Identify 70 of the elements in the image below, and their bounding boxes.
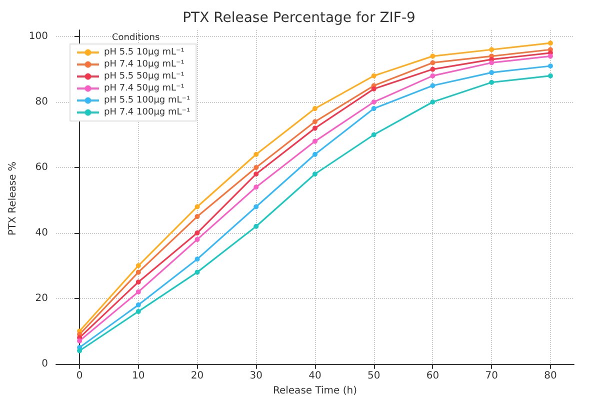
point (430, 83, 436, 88)
x-tick-label: 60 (426, 370, 440, 382)
point (136, 263, 141, 268)
point (194, 256, 200, 262)
x-tick-label: 20 (190, 370, 204, 382)
y-tick-label: 40 (35, 227, 48, 238)
point (254, 204, 259, 210)
point (489, 70, 494, 76)
legend-label: pH 5.5 50μg mL⁻¹ (104, 72, 185, 82)
point (489, 47, 494, 52)
point (254, 184, 259, 190)
legend-label: pH 7.4 50μg mL⁻¹ (104, 84, 185, 94)
point (194, 204, 200, 210)
x-tick-label: 70 (485, 370, 498, 382)
point (430, 66, 436, 72)
point (430, 60, 436, 66)
point (194, 270, 200, 275)
legend-label: pH 5.5 10μg mL⁻¹ (104, 48, 185, 58)
point (548, 64, 553, 68)
point (194, 236, 200, 242)
point (312, 126, 318, 131)
point (254, 172, 259, 176)
point (136, 289, 141, 294)
point (489, 80, 494, 85)
point (77, 338, 82, 344)
point (430, 73, 436, 78)
x-tick-label: 50 (367, 370, 380, 382)
point (312, 138, 318, 144)
x-tick-label: 80 (544, 370, 557, 382)
point (548, 73, 553, 78)
point (194, 214, 200, 220)
x-tick-label: 40 (308, 370, 322, 382)
point (371, 73, 376, 78)
legend-title: Conditions (112, 33, 160, 43)
y-tick-label: 0 (42, 358, 48, 370)
point (312, 172, 318, 176)
point (136, 280, 141, 285)
point (371, 100, 376, 104)
x-tick-label: 30 (250, 370, 262, 382)
y-tick-label: 100 (28, 31, 48, 42)
point (136, 302, 141, 308)
point (77, 348, 82, 354)
point (254, 152, 259, 157)
x-tick-label: 10 (132, 370, 145, 382)
legend-label: pH 5.5 100μg mL⁻¹ (104, 96, 191, 106)
y-axis-title: PTX Release % (8, 162, 18, 236)
point (548, 40, 553, 46)
y-tick-label: 80 (35, 96, 48, 108)
x-tick-label: 0 (76, 370, 83, 382)
y-tick-label: 60 (35, 162, 48, 173)
point (136, 270, 141, 275)
point (489, 60, 494, 66)
legend-label: pH 7.4 100μg mL⁻¹ (104, 108, 191, 118)
point (312, 119, 318, 124)
point (371, 132, 376, 138)
point (312, 152, 318, 157)
point (254, 164, 259, 170)
x-axis-title: Release Time (h) (272, 386, 358, 396)
point (371, 86, 376, 92)
point (371, 106, 376, 112)
chart-title: PTX Release Percentage for ZIF-9 (182, 10, 416, 26)
point (430, 54, 436, 59)
point (136, 308, 141, 314)
y-tick-label: 20 (35, 292, 48, 304)
point (548, 54, 553, 59)
point (194, 230, 200, 236)
point (254, 224, 259, 229)
legend-label: pH 7.4 10μg mL⁻¹ (104, 60, 185, 70)
point (430, 100, 436, 104)
point (312, 106, 318, 112)
